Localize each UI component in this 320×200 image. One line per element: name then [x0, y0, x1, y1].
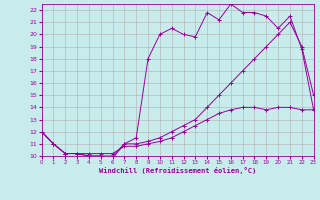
X-axis label: Windchill (Refroidissement éolien,°C): Windchill (Refroidissement éolien,°C) [99, 167, 256, 174]
